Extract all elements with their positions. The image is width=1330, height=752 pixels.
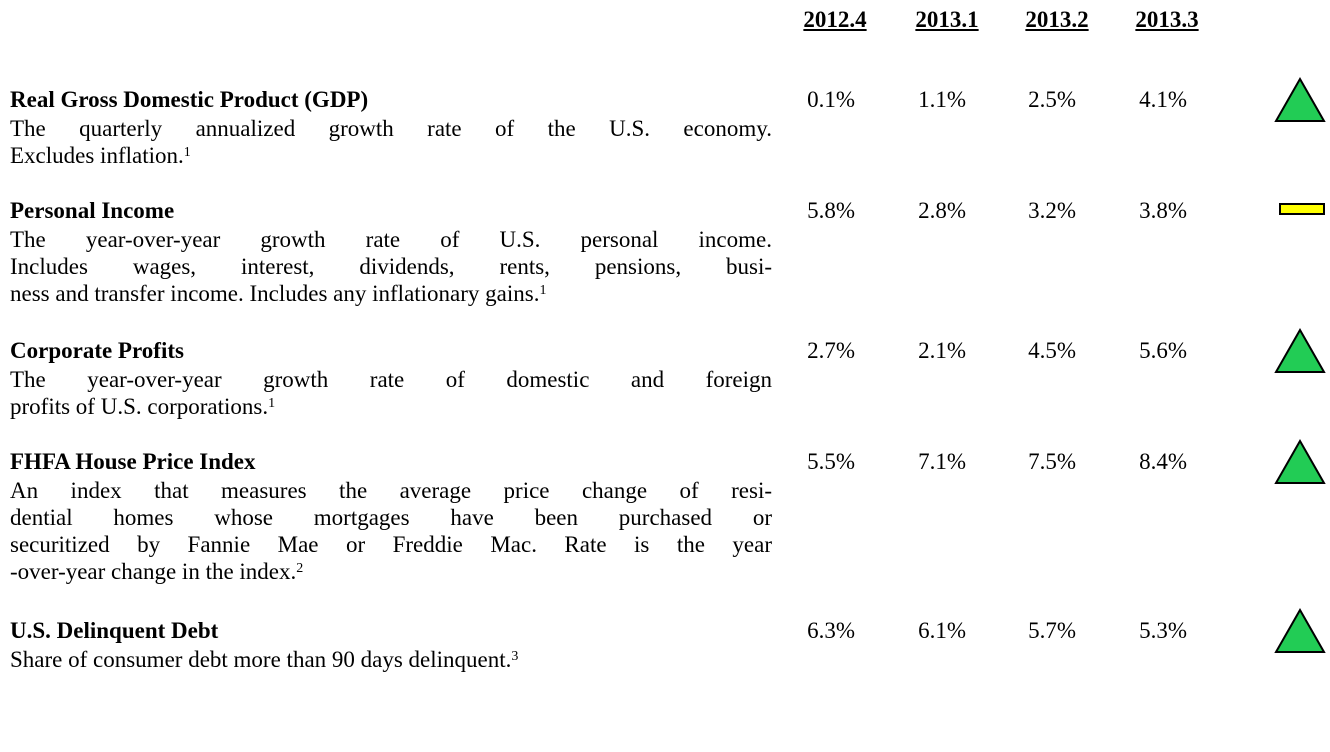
description-line: Excludes inflation.1 [10,143,772,169]
value-cell: 5.6% [1139,338,1187,363]
column-header: 2013.3 [1135,7,1199,32]
trend-icon [1274,608,1326,653]
description-line: Share of consumer debt more than 90 days… [10,647,772,673]
value-cell: 2.8% [918,198,966,223]
description-text: -over-year change in the index. [10,559,297,584]
value-cell: 2.1% [918,338,966,363]
value-cell: 7.1% [918,449,966,474]
trend-icon [1274,328,1326,373]
indicator-title: U.S. Delinquent Debt [10,618,219,643]
value-cell: 2.5% [1028,87,1076,112]
footnote-mark: 1 [183,145,191,160]
description-line: Includes wages, interest, dividends, ren… [10,254,772,280]
description-line: The quarterly annualized growth rate of … [10,116,772,142]
up-triangle [1274,439,1326,484]
up-triangle [1274,328,1326,373]
description-text: ness and transfer income. Includes any i… [10,281,540,306]
indicator-title: Real Gross Domestic Product (GDP) [10,87,369,112]
value-cell: 3.8% [1139,198,1187,223]
description-line: dential homes whose mortgages have been … [10,505,772,531]
value-cell: 5.7% [1028,618,1076,643]
value-cell: 3.2% [1028,198,1076,223]
footnote-mark: 2 [296,561,304,576]
description-text: An index that measures the average price… [10,478,772,503]
description-text: Excludes inflation. [10,143,184,168]
description-line: profits of U.S. corporations.1 [10,394,772,420]
indicator-title: Personal Income [10,198,175,223]
value-cell: 1.1% [918,87,966,112]
value-cell: 8.4% [1139,449,1187,474]
indicator-title: FHFA House Price Index [10,449,256,474]
column-header: 2012.4 [803,7,867,32]
description-text: Includes wages, interest, dividends, ren… [10,254,772,279]
value-cell: 5.5% [807,449,855,474]
description-text: profits of U.S. corporations. [10,394,269,419]
value-cell: 5.3% [1139,618,1187,643]
value-cell: 7.5% [1028,449,1076,474]
value-cell: 6.3% [807,618,855,643]
value-cell: 4.1% [1139,87,1187,112]
up-triangle [1274,77,1326,122]
description-line: -over-year change in the index.2 [10,559,772,585]
flat-bar [1279,203,1325,215]
trend-icon [1279,203,1325,215]
footnote-mark: 3 [511,649,519,664]
description-text: dential homes whose mortgages have been … [10,505,772,530]
description-text: Share of consumer debt more than 90 days… [10,647,512,672]
up-triangle [1274,608,1326,653]
value-cell: 4.5% [1028,338,1076,363]
trend-icon [1274,77,1326,122]
indicator-title: Corporate Profits [10,338,184,363]
value-cell: 5.8% [807,198,855,223]
description-line: The year-over-year growth rate of domest… [10,367,772,393]
value-cell: 0.1% [807,87,855,112]
value-cell: 2.7% [807,338,855,363]
column-header: 2013.2 [1025,7,1089,32]
description-line: securitized by Fannie Mae or Freddie Mac… [10,532,772,558]
description-line: The year-over-year growth rate of U.S. p… [10,227,772,253]
description-line: ness and transfer income. Includes any i… [10,281,772,307]
value-cell: 6.1% [918,618,966,643]
trend-icon [1274,439,1326,484]
description-text: securitized by Fannie Mae or Freddie Mac… [10,532,772,557]
description-line: An index that measures the average price… [10,478,772,504]
description-text: The quarterly annualized growth rate of … [10,116,772,141]
footnote-mark: 1 [539,283,547,298]
description-text: The year-over-year growth rate of domest… [10,367,772,392]
description-text: The year-over-year growth rate of U.S. p… [10,227,772,252]
column-header: 2013.1 [915,7,979,32]
footnote-mark: 1 [268,396,276,411]
